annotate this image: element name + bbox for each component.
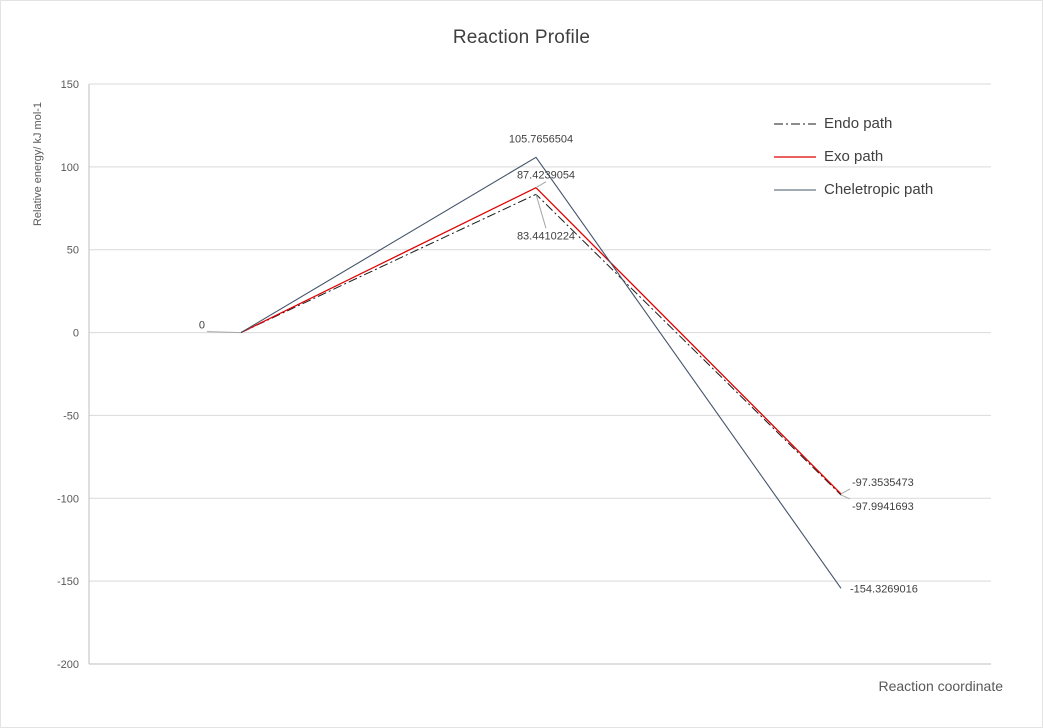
y-tick-label: -200 — [57, 659, 79, 671]
data-label: 83.4410224 — [517, 230, 575, 242]
data-label: -97.3535473 — [852, 477, 914, 489]
annotation-leader-line — [840, 488, 851, 495]
y-axis-title: Relative energy/ kJ mol-1 — [32, 101, 44, 227]
y-tick-label: -150 — [57, 576, 79, 588]
legend-entry-exo-path: Exo path — [773, 146, 933, 166]
x-axis-title: Reaction coordinate — [878, 678, 1003, 694]
y-tick-label: -50 — [63, 410, 79, 422]
cheletropic-path-line-swatch-icon — [774, 188, 816, 191]
data-label: 87.4239054 — [517, 170, 575, 182]
y-tick-label: 100 — [61, 162, 79, 174]
annotation-leader-line — [840, 494, 851, 500]
y-tick-label: 0 — [73, 328, 79, 340]
chart-title: Reaction Profile — [452, 27, 591, 48]
endo-path-line-swatch-icon — [774, 123, 816, 124]
annotation-leader-line — [206, 331, 242, 334]
exo-path-line-swatch-icon — [774, 155, 816, 158]
data-label: -97.9941693 — [852, 501, 914, 513]
legend-label: Cheletropic path — [824, 180, 934, 198]
data-label: -154.3269016 — [850, 583, 918, 595]
data-label: 0 — [199, 320, 205, 332]
series-line-cheletropic-path — [240, 156, 842, 589]
y-tick-label: 150 — [61, 79, 79, 91]
legend: Endo path Exo path Cheletropic path — [773, 113, 933, 199]
annotation-leader-line — [535, 181, 547, 189]
legend-label: Endo path — [824, 114, 893, 132]
annotation-leader-line — [535, 194, 547, 229]
legend-label: Exo path — [824, 147, 884, 165]
data-label: 105.7656504 — [509, 133, 573, 145]
legend-entry-endo-path: Endo path — [773, 113, 933, 133]
legend-entry-cheletropic-path: Cheletropic path — [773, 179, 933, 199]
y-tick-label: 50 — [67, 245, 79, 257]
y-tick-label: -100 — [57, 493, 79, 505]
